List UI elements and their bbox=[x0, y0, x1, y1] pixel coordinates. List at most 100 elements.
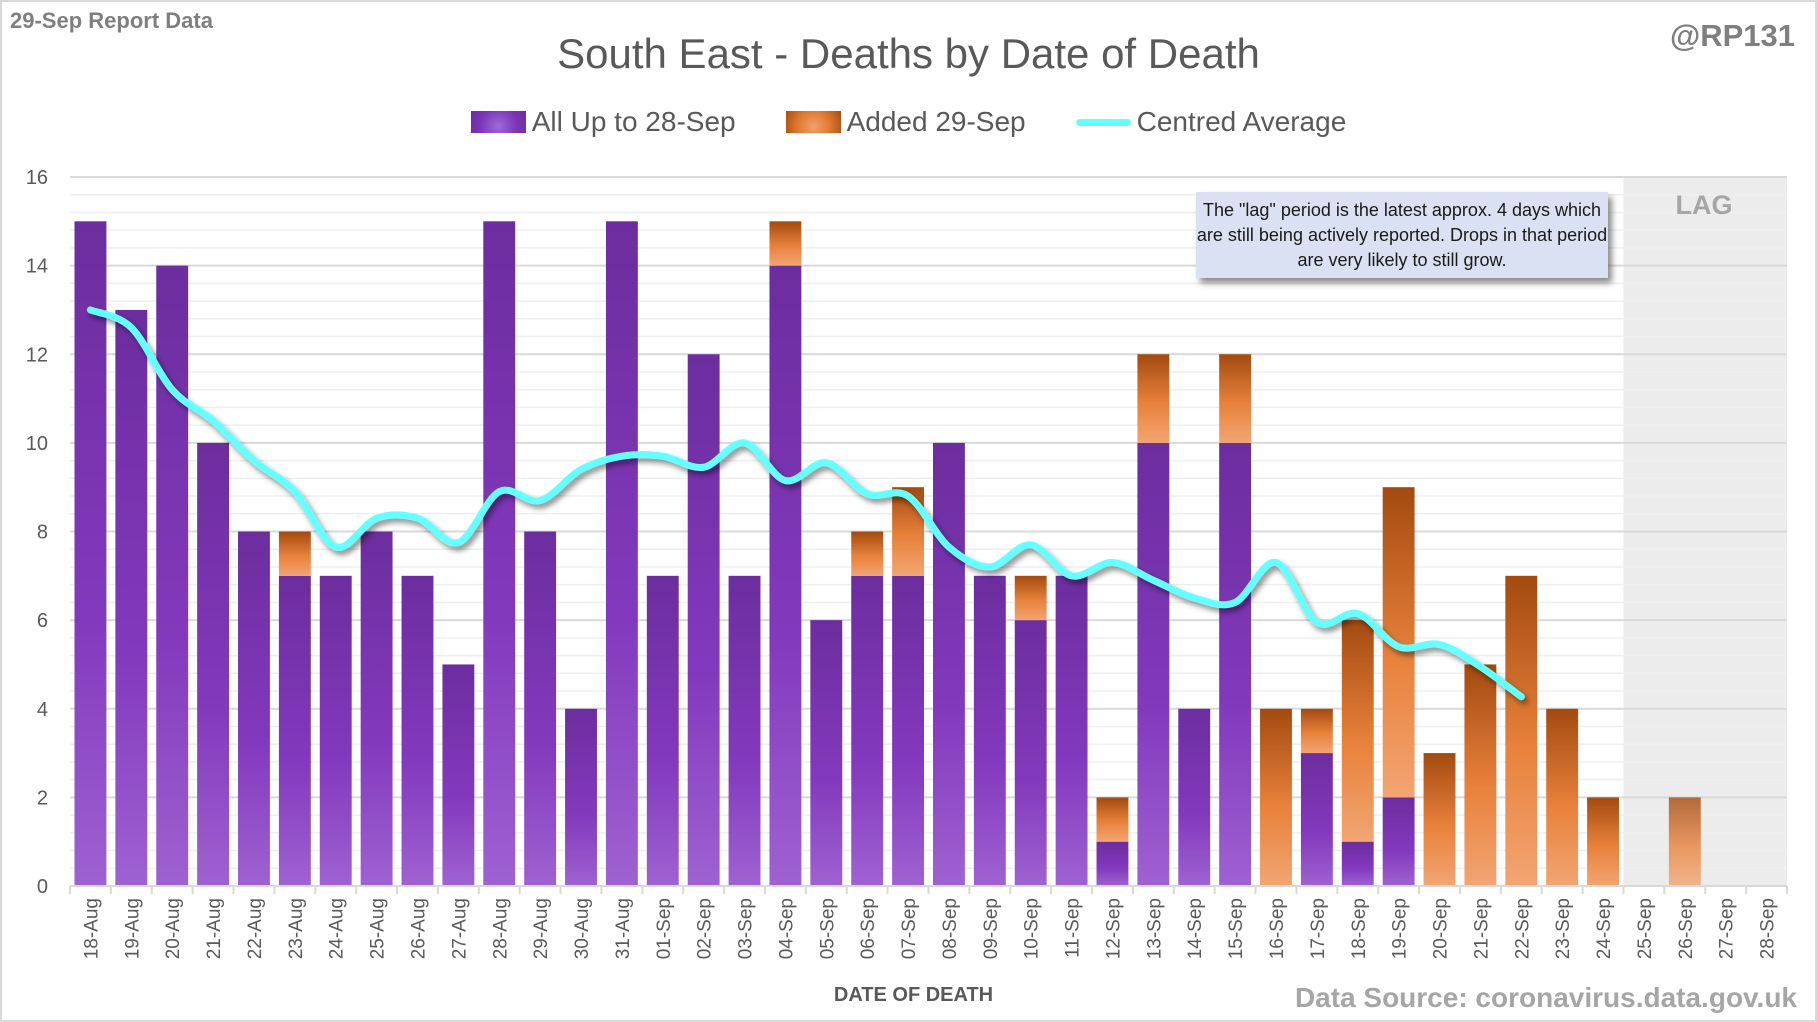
bars bbox=[74, 221, 1701, 887]
bar-existing-01-Sep[interactable] bbox=[646, 575, 679, 886]
x-tick-label: 10-Sep bbox=[1022, 898, 1043, 959]
bar-existing-24-Aug[interactable] bbox=[319, 575, 352, 886]
x-tick-label: 28-Aug bbox=[490, 898, 511, 959]
x-tick-label: 31-Aug bbox=[613, 898, 634, 959]
x-tick-label: 27-Sep bbox=[1717, 898, 1738, 959]
bar-existing-09-Sep[interactable] bbox=[973, 575, 1006, 886]
bar-existing-26-Aug[interactable] bbox=[401, 575, 434, 886]
gridlines bbox=[70, 176, 1787, 887]
axes: 0 2 4 6 8 10 12 14 16 18-Aug 19-Aug 20-Aug 21-Aug 22-… bbox=[26, 167, 1788, 959]
bar-existing-05-Sep[interactable] bbox=[810, 620, 843, 886]
x-tick-label: 21-Sep bbox=[1471, 898, 1492, 959]
x-tick-label: 03-Sep bbox=[736, 898, 757, 959]
bar-added-07-Sep[interactable] bbox=[892, 487, 925, 576]
bar-added-16-Sep[interactable] bbox=[1260, 708, 1292, 886]
x-tick-label: 26-Sep bbox=[1676, 898, 1697, 959]
x-tick-label: 28-Sep bbox=[1758, 898, 1779, 959]
y-tick-label: 4 bbox=[37, 699, 48, 721]
bar-existing-23-Aug[interactable] bbox=[278, 575, 311, 886]
report-label: 29-Sep Report Data bbox=[10, 8, 213, 33]
bar-added-06-Sep[interactable] bbox=[851, 531, 884, 576]
bar-existing-28-Aug[interactable] bbox=[483, 221, 516, 886]
bar-added-12-Sep[interactable] bbox=[1096, 797, 1129, 842]
bar-added-22-Sep[interactable] bbox=[1505, 575, 1538, 886]
legend-swatch-added bbox=[785, 111, 841, 133]
y-tick-label: 6 bbox=[37, 610, 48, 632]
y-tick-label: 10 bbox=[26, 433, 48, 455]
y-tick-label: 8 bbox=[37, 522, 48, 544]
bar-added-10-Sep[interactable] bbox=[1014, 575, 1047, 621]
x-axis-title: DATE OF DEATH bbox=[833, 984, 994, 1006]
bar-existing-17-Sep[interactable] bbox=[1300, 753, 1333, 886]
bar-added-26-Sep[interactable] bbox=[1668, 797, 1701, 886]
bar-existing-22-Aug[interactable] bbox=[238, 531, 270, 887]
x-tick-label: 22-Sep bbox=[1512, 898, 1533, 959]
y-tick-label: 12 bbox=[26, 344, 48, 366]
bar-existing-12-Sep[interactable] bbox=[1096, 841, 1129, 886]
bar-added-13-Sep[interactable] bbox=[1137, 354, 1170, 443]
bar-existing-11-Sep[interactable] bbox=[1055, 575, 1088, 886]
legend-item-added[interactable]: Added 29-Sep bbox=[785, 106, 1026, 138]
x-tick-label: 07-Sep bbox=[899, 898, 920, 959]
bar-existing-31-Aug[interactable] bbox=[605, 221, 638, 886]
bar-existing-20-Aug[interactable] bbox=[156, 265, 189, 886]
bar-existing-19-Aug[interactable] bbox=[115, 309, 148, 886]
bar-added-04-Sep[interactable] bbox=[769, 221, 802, 266]
bar-existing-27-Aug[interactable] bbox=[442, 664, 475, 886]
bar-existing-15-Sep[interactable] bbox=[1219, 442, 1252, 886]
data-source: Data Source: coronavirus.data.gov.uk bbox=[1294, 982, 1797, 1013]
bar-existing-06-Sep[interactable] bbox=[851, 575, 884, 886]
bar-existing-25-Aug[interactable] bbox=[360, 531, 393, 887]
x-tick-label: 08-Sep bbox=[940, 898, 961, 959]
x-tick-label: 27-Aug bbox=[449, 898, 470, 959]
bar-existing-30-Aug[interactable] bbox=[565, 708, 597, 886]
bar-added-20-Sep[interactable] bbox=[1423, 753, 1456, 886]
bar-added-23-Aug[interactable] bbox=[278, 531, 311, 576]
legend-label-existing: All Up to 28-Sep bbox=[531, 106, 736, 137]
bar-existing-02-Sep[interactable] bbox=[687, 354, 720, 886]
bar-existing-03-Sep[interactable] bbox=[728, 575, 761, 886]
x-tick-label: 26-Aug bbox=[408, 898, 429, 959]
legend-item-existing[interactable]: All Up to 28-Sep bbox=[470, 106, 736, 138]
x-tick-label: 30-Aug bbox=[572, 898, 593, 959]
bar-existing-21-Aug[interactable] bbox=[197, 442, 230, 886]
bar-existing-18-Sep[interactable] bbox=[1341, 841, 1374, 886]
x-tick-label: 12-Sep bbox=[1103, 898, 1124, 959]
bar-existing-10-Sep[interactable] bbox=[1014, 620, 1047, 886]
x-tick-label: 23-Aug bbox=[286, 898, 307, 959]
x-tick-label: 06-Sep bbox=[858, 898, 879, 959]
x-tick-label: 15-Sep bbox=[1226, 898, 1247, 959]
bar-existing-29-Aug[interactable] bbox=[524, 531, 557, 887]
x-tick-label: 25-Aug bbox=[368, 898, 389, 959]
legend-swatch-average bbox=[1075, 118, 1131, 126]
bar-added-21-Sep[interactable] bbox=[1464, 664, 1497, 886]
bar-existing-19-Sep[interactable] bbox=[1382, 797, 1415, 886]
lag-note-box: The "lag" period is the latest approx. 4… bbox=[1196, 192, 1608, 278]
bar-existing-08-Sep[interactable] bbox=[932, 442, 965, 886]
x-tick-label: 18-Sep bbox=[1349, 898, 1370, 959]
x-tick-label: 21-Aug bbox=[204, 898, 225, 959]
bar-added-23-Sep[interactable] bbox=[1546, 708, 1579, 886]
bar-added-24-Sep[interactable] bbox=[1587, 797, 1619, 886]
x-tick-label: 04-Sep bbox=[776, 898, 797, 959]
bar-existing-04-Sep[interactable] bbox=[769, 265, 802, 886]
y-tick-label: 14 bbox=[26, 256, 48, 278]
y-tick-label: 16 bbox=[26, 167, 48, 189]
bar-existing-18-Aug[interactable] bbox=[74, 221, 107, 886]
bar-existing-07-Sep[interactable] bbox=[892, 575, 925, 886]
centred-average-path bbox=[86, 306, 1525, 701]
legend-item-average[interactable]: Centred Average bbox=[1075, 106, 1346, 138]
bar-added-18-Sep[interactable] bbox=[1341, 620, 1374, 842]
x-tick-label: 23-Sep bbox=[1553, 898, 1574, 959]
x-tick-label: 13-Sep bbox=[1144, 898, 1165, 959]
x-tick-label: 24-Sep bbox=[1594, 898, 1615, 959]
y-tick-label: 2 bbox=[37, 787, 48, 809]
x-tick-label: 19-Aug bbox=[122, 898, 143, 959]
x-tick-label: 20-Sep bbox=[1431, 898, 1452, 959]
bar-added-17-Sep[interactable] bbox=[1300, 708, 1333, 754]
legend-label-added: Added 29-Sep bbox=[846, 106, 1026, 137]
bar-existing-14-Sep[interactable] bbox=[1178, 708, 1211, 886]
bar-existing-13-Sep[interactable] bbox=[1137, 442, 1170, 886]
bar-added-15-Sep[interactable] bbox=[1219, 354, 1252, 443]
